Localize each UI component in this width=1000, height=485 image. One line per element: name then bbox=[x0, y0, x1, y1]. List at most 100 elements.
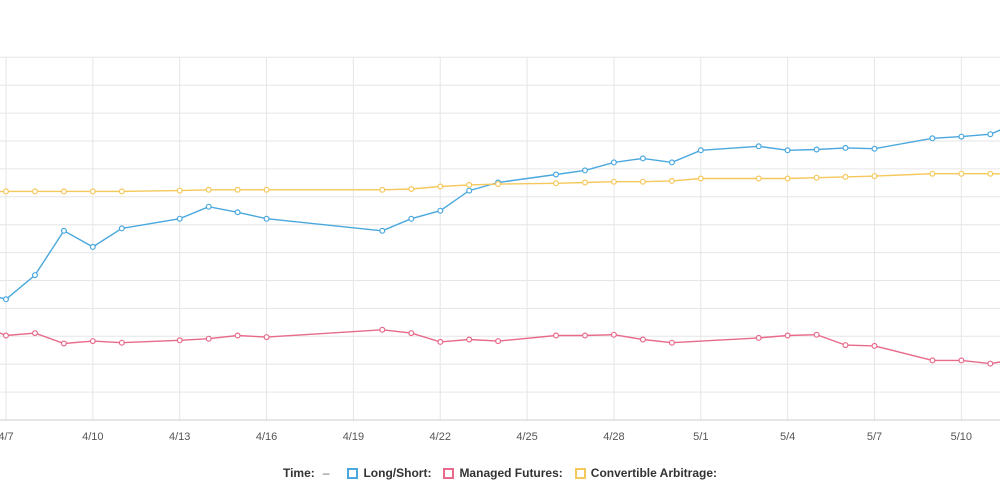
data-point-convertible-arbitrage bbox=[60, 188, 67, 195]
x-tick-label: 4/22 bbox=[430, 431, 451, 443]
x-tick-label: 4/19 bbox=[343, 431, 364, 443]
data-point-managed-futures bbox=[60, 340, 67, 347]
data-point-long-short bbox=[581, 167, 588, 174]
data-point-convertible-arbitrage bbox=[495, 181, 502, 188]
data-point-long-short bbox=[466, 187, 473, 194]
data-point-long-short bbox=[2, 296, 10, 303]
data-point-managed-futures bbox=[987, 360, 994, 367]
legend-label-long-short: Long/Short: bbox=[363, 466, 432, 480]
data-point-long-short bbox=[89, 243, 96, 250]
data-point-long-short bbox=[205, 203, 212, 210]
data-point-convertible-arbitrage bbox=[842, 173, 849, 180]
data-point-long-short bbox=[408, 215, 415, 222]
data-point-managed-futures bbox=[668, 339, 675, 346]
data-point-long-short bbox=[31, 272, 38, 279]
data-point-convertible-arbitrage bbox=[2, 188, 10, 195]
data-point-managed-futures bbox=[31, 330, 38, 337]
x-tick-label: 4/10 bbox=[82, 431, 103, 443]
data-point-managed-futures bbox=[813, 331, 820, 338]
legend-time: Time: – bbox=[283, 466, 335, 480]
legend-swatch-long-short bbox=[347, 467, 359, 479]
legend-item-convertible-arbitrage[interactable]: Convertible Arbitrage: bbox=[574, 466, 718, 480]
legend-time-label: Time: bbox=[282, 466, 315, 480]
data-point-convertible-arbitrage bbox=[466, 181, 473, 188]
data-point-convertible-arbitrage bbox=[610, 178, 617, 185]
data-point-long-short bbox=[552, 171, 559, 178]
data-point-long-short bbox=[118, 225, 125, 232]
data-point-convertible-arbitrage bbox=[639, 178, 646, 185]
data-point-convertible-arbitrage bbox=[118, 188, 125, 195]
data-point-convertible-arbitrage bbox=[581, 179, 588, 186]
data-point-long-short bbox=[958, 133, 965, 140]
data-point-managed-futures bbox=[263, 334, 270, 341]
data-point-convertible-arbitrage bbox=[408, 186, 415, 193]
data-point-long-short bbox=[610, 159, 617, 166]
data-point-convertible-arbitrage bbox=[697, 175, 704, 182]
x-tick-label: 4/16 bbox=[256, 431, 277, 443]
data-point-long-short bbox=[697, 147, 704, 154]
data-point-convertible-arbitrage bbox=[263, 186, 270, 193]
data-point-managed-futures bbox=[2, 332, 10, 339]
series-line-managed-futures bbox=[0, 329, 1000, 365]
data-point-managed-futures bbox=[581, 332, 588, 339]
data-point-managed-futures bbox=[958, 357, 965, 364]
data-point-managed-futures bbox=[408, 330, 415, 337]
data-point-managed-futures bbox=[929, 357, 936, 364]
x-tick-label: 4/7 bbox=[0, 431, 14, 443]
legend-swatch-managed-futures bbox=[443, 467, 455, 479]
x-tick-label: 4/13 bbox=[169, 431, 190, 443]
x-tick-label: 4/28 bbox=[603, 431, 624, 443]
legend-item-managed-futures[interactable]: Managed Futures: bbox=[443, 466, 563, 480]
data-point-long-short bbox=[176, 215, 183, 222]
legend-item-long-short[interactable]: Long/Short: bbox=[347, 466, 431, 480]
data-point-managed-futures bbox=[871, 342, 878, 349]
data-point-convertible-arbitrage bbox=[987, 170, 994, 177]
data-point-convertible-arbitrage bbox=[234, 186, 241, 193]
data-point-convertible-arbitrage bbox=[871, 173, 878, 180]
data-point-convertible-arbitrage bbox=[784, 175, 791, 182]
data-point-managed-futures bbox=[437, 338, 444, 345]
data-point-convertible-arbitrage bbox=[205, 186, 212, 193]
data-point-convertible-arbitrage bbox=[379, 186, 386, 193]
data-point-long-short bbox=[929, 135, 936, 142]
chart-legend: Time: – Long/Short: Managed Futures: Con… bbox=[0, 463, 1000, 483]
data-point-long-short bbox=[60, 227, 67, 234]
data-point-long-short bbox=[784, 147, 791, 154]
data-point-managed-futures bbox=[89, 338, 96, 345]
data-point-long-short bbox=[437, 207, 444, 214]
data-point-convertible-arbitrage bbox=[958, 170, 965, 177]
data-point-long-short bbox=[263, 215, 270, 222]
data-point-managed-futures bbox=[610, 331, 617, 338]
line-chart: 4/7 4/10 4/13 4/16 4/19 4/22 4/25 4/28 5/1 5/4 5/7… bbox=[0, 56, 1000, 443]
data-point-managed-futures bbox=[755, 334, 762, 341]
data-point-convertible-arbitrage bbox=[31, 188, 38, 195]
data-point-managed-futures bbox=[234, 332, 241, 339]
data-point-convertible-arbitrage bbox=[755, 175, 762, 182]
data-point-managed-futures bbox=[205, 335, 212, 342]
data-point-convertible-arbitrage bbox=[552, 180, 559, 187]
data-point-long-short bbox=[987, 131, 994, 138]
legend-swatch-convertible-arbitrage bbox=[574, 467, 586, 479]
data-point-long-short bbox=[379, 227, 386, 234]
x-tick-label: 5/4 bbox=[780, 431, 795, 443]
legend-label-managed-futures: Managed Futures: bbox=[459, 466, 563, 480]
legend-label-convertible-arbitrage: Convertible Arbitrage: bbox=[590, 466, 718, 480]
data-point-managed-futures bbox=[842, 342, 849, 349]
data-point-convertible-arbitrage bbox=[176, 187, 183, 194]
data-point-managed-futures bbox=[552, 332, 559, 339]
data-point-long-short bbox=[755, 143, 762, 150]
data-point-managed-futures bbox=[639, 336, 646, 343]
data-point-convertible-arbitrage bbox=[89, 188, 96, 195]
data-point-long-short bbox=[842, 144, 849, 151]
data-point-long-short bbox=[234, 209, 241, 216]
data-point-managed-futures bbox=[784, 332, 791, 339]
data-point-long-short bbox=[813, 146, 820, 153]
x-tick-label: 5/1 bbox=[693, 431, 708, 443]
data-point-convertible-arbitrage bbox=[929, 170, 936, 177]
data-point-long-short bbox=[871, 145, 878, 152]
series-line-long-short bbox=[0, 129, 1000, 301]
data-point-convertible-arbitrage bbox=[668, 177, 675, 184]
x-tick-label: 5/10 bbox=[951, 431, 972, 443]
data-point-convertible-arbitrage bbox=[437, 183, 444, 190]
data-point-managed-futures bbox=[466, 336, 473, 343]
